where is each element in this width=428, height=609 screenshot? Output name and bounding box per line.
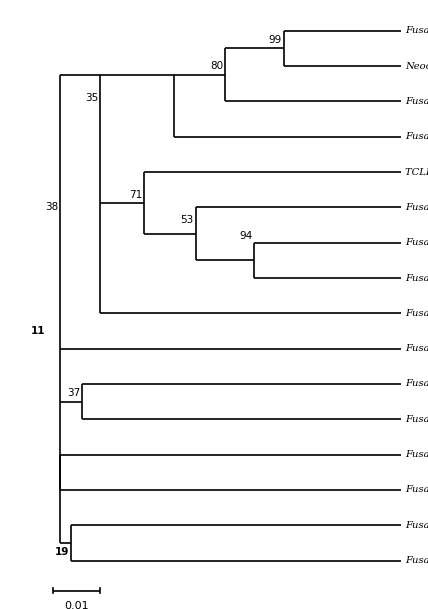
Text: Fusarium keratoplasticum: Fusarium keratoplasticum <box>405 203 428 212</box>
Text: Fusarium croci: Fusarium croci <box>405 238 428 247</box>
Text: 99: 99 <box>269 35 282 44</box>
Text: 0.01: 0.01 <box>64 601 89 609</box>
Text: Fusarium obliquiseptatum: Fusarium obliquiseptatum <box>405 556 428 565</box>
Text: 94: 94 <box>239 231 253 241</box>
Text: Fusarium variasi: Fusarium variasi <box>405 97 428 106</box>
Text: 38: 38 <box>45 202 58 213</box>
Text: Fusarium martii: Fusarium martii <box>405 273 428 283</box>
Text: Fusarium perseae: Fusarium perseae <box>405 415 428 424</box>
Text: TCLE 2: TCLE 2 <box>405 167 428 177</box>
Text: 53: 53 <box>181 215 194 225</box>
Text: Fusarium falciforme: Fusarium falciforme <box>405 309 428 318</box>
Text: Fusarium witzenhausenense: Fusarium witzenhausenense <box>405 379 428 389</box>
Text: Neocosmospora rubicola: Neocosmospora rubicola <box>405 62 428 71</box>
Text: Fusarium duplospermum: Fusarium duplospermum <box>405 344 428 353</box>
Text: Fusarium yamamotoi: Fusarium yamamotoi <box>405 521 428 530</box>
Text: 37: 37 <box>67 388 80 398</box>
Text: Fusarium ambrosium: Fusarium ambrosium <box>405 450 428 459</box>
Text: Fusarium tonkinense: Fusarium tonkinense <box>405 132 428 141</box>
Text: 80: 80 <box>210 61 223 71</box>
Text: Fusarium tuaranense: Fusarium tuaranense <box>405 485 428 495</box>
Text: 35: 35 <box>85 93 98 103</box>
Text: 71: 71 <box>129 190 143 200</box>
Text: 11: 11 <box>31 326 45 336</box>
Text: Fusarium solani: Fusarium solani <box>405 26 428 35</box>
Text: 19: 19 <box>55 547 69 557</box>
